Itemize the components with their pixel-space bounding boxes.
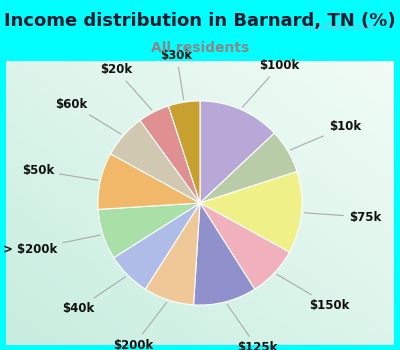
Wedge shape: [140, 106, 200, 203]
Wedge shape: [145, 203, 200, 305]
Wedge shape: [200, 101, 274, 203]
Wedge shape: [194, 203, 255, 305]
Text: $20k: $20k: [100, 63, 152, 110]
Text: City-Data.com: City-Data.com: [302, 22, 376, 32]
Wedge shape: [168, 101, 200, 203]
Text: $200k: $200k: [114, 302, 167, 350]
Text: $30k: $30k: [160, 49, 193, 99]
Text: $150k: $150k: [277, 274, 350, 312]
Wedge shape: [114, 203, 200, 289]
Wedge shape: [110, 120, 200, 203]
Wedge shape: [200, 203, 290, 289]
Text: $125k: $125k: [227, 304, 278, 350]
Text: $100k: $100k: [242, 59, 300, 107]
Text: $50k: $50k: [22, 164, 98, 180]
Text: All residents: All residents: [151, 41, 249, 55]
Wedge shape: [200, 172, 302, 252]
Wedge shape: [98, 203, 200, 258]
Text: $10k: $10k: [290, 120, 361, 150]
Text: $60k: $60k: [56, 98, 121, 134]
Text: Income distribution in Barnard, TN (%): Income distribution in Barnard, TN (%): [4, 13, 396, 30]
Wedge shape: [98, 154, 200, 209]
Text: $40k: $40k: [62, 277, 126, 315]
Wedge shape: [200, 133, 297, 203]
Text: $75k: $75k: [304, 211, 381, 224]
Text: > $200k: > $200k: [3, 235, 100, 256]
